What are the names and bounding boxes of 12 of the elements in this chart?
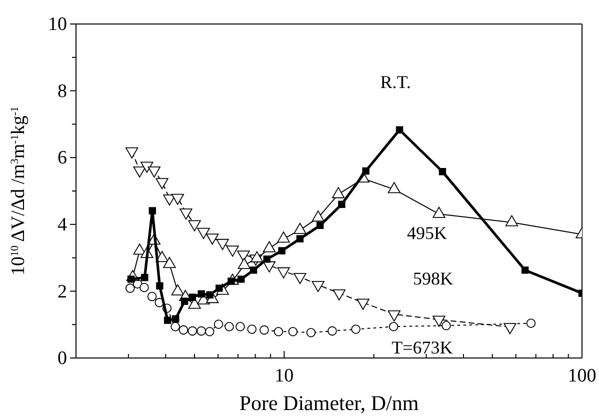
y-tick-label: 10 <box>48 14 67 36</box>
y-tick-label: 0 <box>58 348 67 370</box>
x-tick-label: 100 <box>568 365 596 386</box>
y-tick-label: 8 <box>58 80 67 102</box>
y-tick-label: 4 <box>58 214 68 236</box>
series-label: T=673K <box>392 338 453 358</box>
series-label: R.T. <box>380 72 411 92</box>
series-label: 495K <box>406 223 447 244</box>
series-label: 598K <box>412 268 453 289</box>
y-tick-label: 6 <box>58 148 67 169</box>
x-axis-title: Pore Diameter, D/nm <box>239 391 419 415</box>
y-tick-label: 2 <box>58 281 67 302</box>
